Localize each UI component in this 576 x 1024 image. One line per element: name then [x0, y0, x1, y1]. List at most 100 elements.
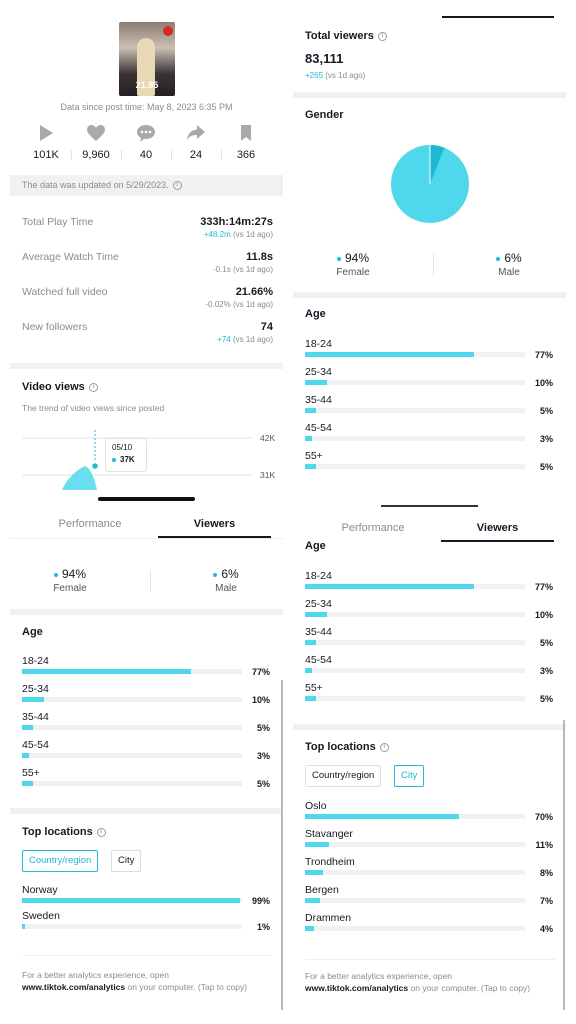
age-fill — [305, 696, 316, 701]
age-title: Age — [305, 308, 326, 320]
age-pct: 3% — [539, 434, 553, 444]
age-row-25-34: 25-34 10% — [293, 598, 566, 624]
info-icon[interactable]: i — [379, 742, 389, 752]
stat-shares[interactable]: 24 — [171, 122, 221, 162]
female-label: Female — [336, 267, 370, 278]
tooltip-value: 37K — [120, 455, 135, 464]
stat-saves-value: 366 — [236, 149, 256, 161]
female-pct-value: 94% — [61, 567, 87, 581]
tab-bar: Performance Viewers — [10, 512, 283, 538]
stat-plays[interactable]: 101K — [21, 122, 71, 162]
info-icon[interactable]: i — [377, 31, 387, 41]
location-row-trondheim: Trondheim 8% — [293, 856, 566, 882]
stat-divider — [221, 150, 222, 160]
analytics-link[interactable]: www.tiktok.com/analytics — [305, 983, 409, 993]
info-icon[interactable]: i — [172, 181, 182, 191]
age-track — [305, 464, 525, 469]
metric-label: Watched full video — [22, 286, 108, 298]
analytics-footer[interactable]: For a better analytics experience, open … — [305, 970, 560, 994]
stat-likes[interactable]: 9,960 — [71, 122, 121, 162]
age-pct: 5% — [539, 694, 553, 704]
views-area — [62, 466, 97, 490]
location-fill — [305, 898, 321, 903]
age-fill — [22, 697, 44, 702]
updated-banner: The data was updated on 5/29/2023. i — [10, 175, 283, 196]
home-indicator — [381, 505, 478, 507]
stat-divider — [171, 150, 172, 160]
analytics-footer[interactable]: For a better analytics experience, open … — [22, 969, 277, 993]
video-views-title: Video views i — [22, 381, 98, 393]
age-pct: 3% — [539, 666, 553, 676]
location-pct: 70% — [534, 812, 553, 822]
age-fill — [22, 753, 29, 758]
location-label: Oslo — [305, 800, 327, 812]
metric-delta: -0.02% (vs 1d ago) — [205, 300, 273, 309]
gender-summary: 94% Female 6% Male — [293, 251, 566, 281]
analytics-link[interactable]: www.tiktok.com/analytics — [22, 982, 126, 992]
age-label: 55+ — [305, 450, 323, 462]
tab-viewers[interactable]: Viewers — [476, 522, 519, 534]
male-pct: 6% — [176, 567, 276, 581]
stat-comments[interactable]: 40 — [121, 122, 171, 162]
location-label: Trondheim — [305, 856, 355, 868]
tooltip-value-row: 37K — [112, 455, 146, 464]
section-separator — [293, 92, 566, 98]
age-row-35-44: 35-44 5% — [293, 626, 566, 652]
age-row-45-54: 45-54 3% — [10, 739, 283, 765]
tab-viewers[interactable]: Viewers — [193, 518, 236, 530]
stat-shares-value: 24 — [189, 149, 203, 161]
section-separator — [293, 292, 566, 298]
gender-pie-chart[interactable] — [390, 144, 470, 224]
location-fill — [305, 842, 330, 847]
scrollbar[interactable] — [281, 680, 283, 1010]
location-bars: Norway 99% Sweden 1% — [10, 884, 283, 944]
age-row-18-24: 18-24 77% — [10, 655, 283, 681]
info-icon[interactable]: i — [96, 827, 106, 837]
section-separator — [10, 808, 283, 814]
total-viewers-value: 83,111 — [305, 51, 344, 66]
age-row-35-44: 35-44 5% — [293, 394, 566, 420]
age-track — [22, 725, 242, 730]
age-fill — [305, 436, 312, 441]
age-pct: 5% — [256, 779, 270, 789]
age-track — [22, 753, 242, 758]
age-bars: 18-24 77% 25-34 10% 35-44 5% 45-54 3% 55… — [293, 570, 566, 710]
tab-bar-divider — [10, 538, 283, 539]
tab-performance[interactable]: Performance — [341, 522, 405, 534]
location-label: Stavanger — [305, 828, 353, 840]
male-label: Male — [498, 267, 520, 278]
metric-delta: -0.1s (vs 1d ago) — [213, 265, 273, 274]
right-bottom-panel: Performance Viewers Age 18-24 77% 25-34 … — [293, 512, 566, 1012]
city-toggle[interactable]: City — [111, 850, 142, 872]
location-label: Sweden — [22, 910, 60, 922]
age-label: 18-24 — [22, 655, 49, 667]
country-region-toggle[interactable]: Country/region — [22, 850, 99, 872]
age-pct: 3% — [256, 751, 270, 761]
age-label: 55+ — [305, 682, 323, 694]
country-region-toggle[interactable]: Country/region — [305, 765, 382, 787]
age-row-55-plus: 55+ 5% — [10, 767, 283, 793]
age-row-55-plus: 55+ 5% — [293, 682, 566, 708]
gender-summary: 94% Female 6% Male — [10, 567, 283, 597]
age-label: 55+ — [22, 767, 40, 779]
location-track — [305, 926, 525, 931]
city-toggle[interactable]: City — [394, 765, 425, 787]
age-label: 25-34 — [22, 683, 49, 695]
video-views-chart[interactable]: 42K 31K 05/10 37K — [22, 428, 283, 490]
metric-delta-value: -0.1s — [212, 265, 231, 274]
location-fill — [22, 898, 240, 903]
scrollbar[interactable] — [563, 720, 565, 1010]
location-fill — [305, 926, 314, 931]
metric-delta-value: -0.02% — [205, 300, 231, 309]
info-icon[interactable]: i — [88, 382, 98, 392]
video-thumbnail[interactable]: 21.85 — [119, 22, 175, 96]
age-row-35-44: 35-44 5% — [10, 711, 283, 737]
total-viewers-delta-note: (vs 1d ago) — [325, 71, 366, 80]
age-pct: 10% — [534, 610, 553, 620]
tab-performance[interactable]: Performance — [58, 518, 122, 530]
stat-saves[interactable]: 366 — [221, 122, 271, 162]
metric-delta: +74 (vs 1d ago) — [217, 335, 273, 344]
age-track — [305, 584, 525, 589]
location-row-norway: Norway 99% — [10, 884, 283, 908]
tab-underline — [441, 540, 554, 542]
